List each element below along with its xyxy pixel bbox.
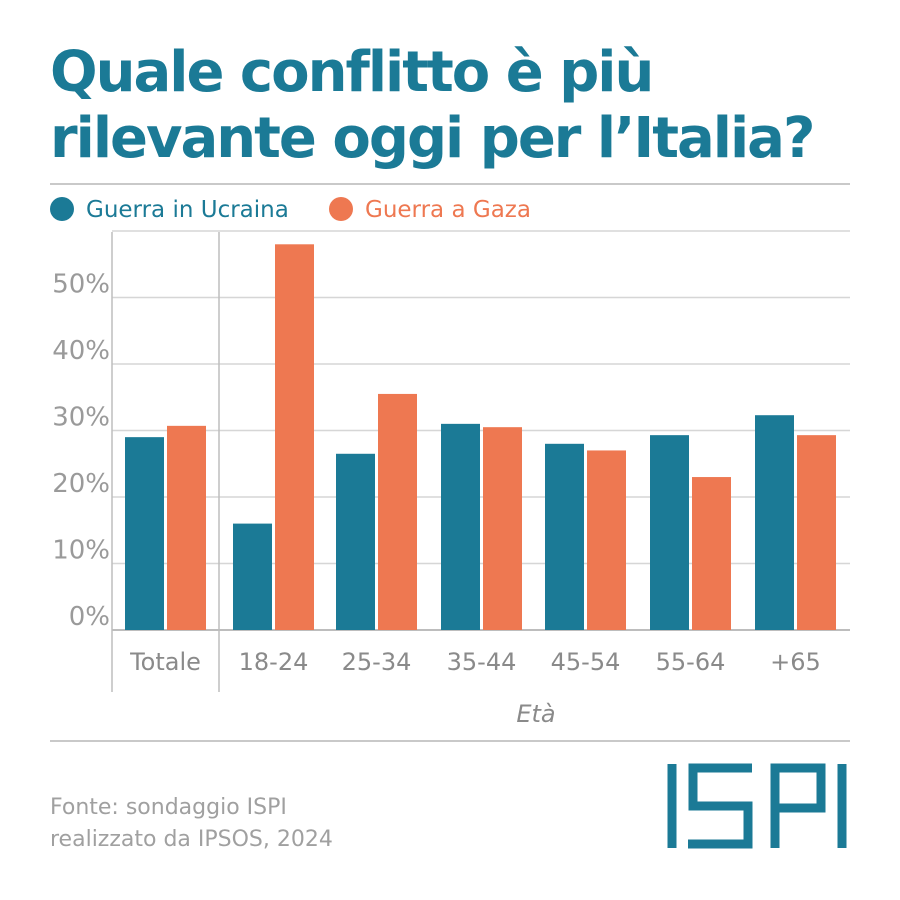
y-tick-label: 40%: [52, 336, 110, 366]
title-line-1: Quale conflitto è più: [50, 40, 654, 105]
y-tick-label: 30%: [52, 403, 110, 433]
logo-letter-s: [688, 763, 753, 849]
bar-ukraine-6: [755, 415, 794, 630]
logo-letters: [667, 763, 847, 849]
x-category-label: 55-64: [656, 648, 726, 676]
y-tick-label: 20%: [52, 469, 110, 499]
bar-gaza-5: [692, 477, 731, 630]
bar-ukraine-2: [336, 453, 375, 630]
bar-gaza-3: [483, 427, 522, 630]
bar-gaza-1: [275, 244, 314, 631]
chart-title: Quale conflitto è più rilevante oggi per…: [50, 40, 870, 172]
x-category-label: 45-54: [551, 648, 621, 676]
bar-ukraine-4: [545, 443, 584, 630]
x-axis-label: Età: [516, 700, 555, 728]
legend-marker-1: [50, 197, 74, 221]
bar-gaza-0: [167, 425, 206, 630]
axis-labels: Totale 18-24 25-34 35-44 45-54 55-64 +65 Età: [129, 648, 821, 728]
x-category-label: 35-44: [447, 648, 517, 676]
axes: [111, 232, 220, 692]
x-category-label: 18-24: [239, 648, 309, 676]
bar-gaza-2: [378, 393, 417, 630]
y-tick-label: 50%: [52, 270, 110, 300]
bar-ukraine-3: [441, 423, 480, 630]
legend-label-1: Guerra in Ucraina: [86, 197, 289, 223]
legend-label-2: Guerra a Gaza: [365, 197, 531, 223]
bar-chart: Guerra in Ucraina Guerra a Gaza 0% 10% 20% 3…: [50, 183, 850, 742]
x-category-label: Totale: [129, 648, 201, 676]
legend-marker-2: [329, 197, 353, 221]
bar-gaza-4: [587, 450, 626, 630]
bar-ukraine-1: [233, 523, 272, 630]
source-line-1: Fonte: sondaggio ISPI: [50, 795, 287, 820]
bars: [125, 244, 836, 631]
source-note: Fonte: sondaggio ISPI realizzato da IPSO…: [50, 792, 333, 856]
bar-ukraine-0: [125, 437, 164, 630]
x-category-label: +65: [770, 648, 821, 676]
y-tick-label: 0%: [69, 602, 110, 632]
y-tick-label: 10%: [52, 536, 110, 566]
logo-letter-p: [770, 763, 826, 848]
x-category-label: 25-34: [342, 648, 412, 676]
legend: Guerra in Ucraina Guerra a Gaza: [50, 197, 531, 223]
source-line-2: realizzato da IPSOS, 2024: [50, 827, 333, 852]
bar-ukraine-5: [650, 435, 689, 630]
title-line-2: rilevante oggi per l’Italia?: [50, 106, 815, 171]
bar-gaza-6: [797, 435, 836, 630]
